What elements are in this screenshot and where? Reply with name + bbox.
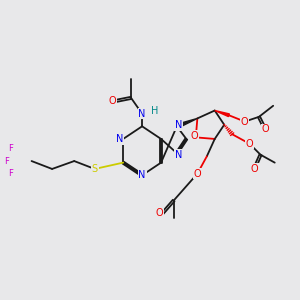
Text: O: O [262, 124, 269, 134]
Text: N: N [175, 150, 182, 160]
Text: O: O [194, 169, 201, 179]
Text: O: O [241, 117, 248, 127]
Polygon shape [215, 110, 230, 117]
Text: N: N [116, 134, 124, 144]
Text: F: F [4, 157, 9, 166]
Text: F: F [9, 169, 14, 178]
Text: O: O [250, 164, 258, 174]
Text: O: O [246, 139, 253, 149]
Text: S: S [92, 164, 98, 174]
Text: O: O [108, 96, 116, 106]
Text: O: O [156, 208, 163, 218]
Text: N: N [138, 170, 146, 180]
Text: H: H [151, 106, 158, 116]
Polygon shape [176, 118, 197, 128]
Text: N: N [175, 120, 182, 130]
Text: O: O [190, 131, 198, 141]
Text: F: F [9, 144, 14, 153]
Text: N: N [138, 109, 146, 119]
